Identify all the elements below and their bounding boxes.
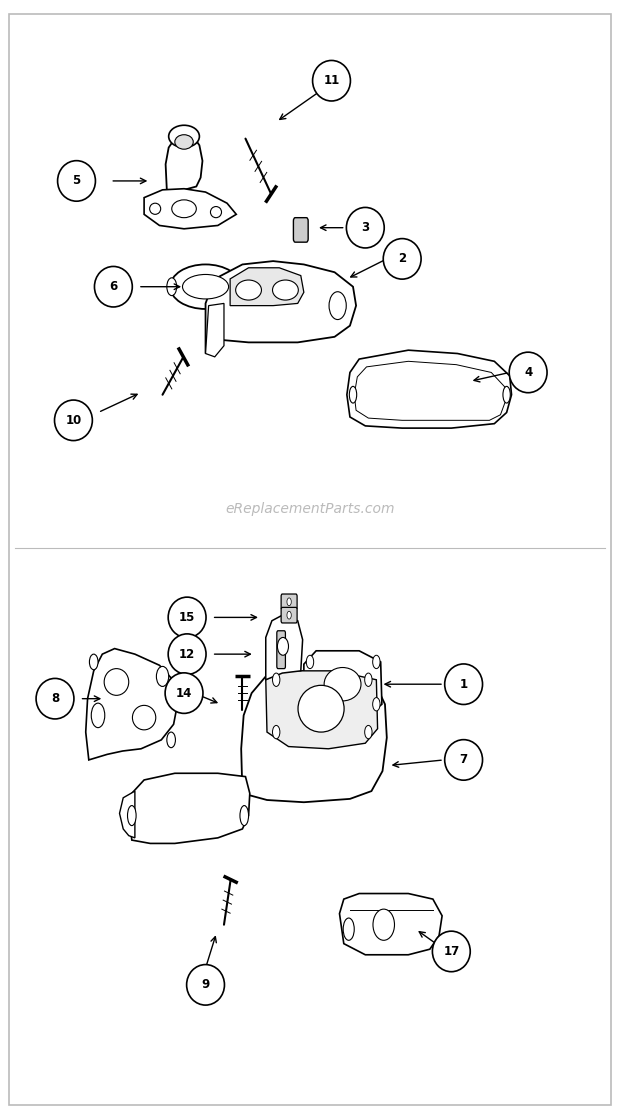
Ellipse shape — [149, 204, 161, 215]
Ellipse shape — [94, 266, 132, 307]
Ellipse shape — [343, 918, 354, 940]
Ellipse shape — [349, 386, 356, 403]
Text: 5: 5 — [73, 175, 81, 187]
Text: 6: 6 — [109, 280, 118, 293]
Ellipse shape — [287, 611, 291, 619]
Polygon shape — [166, 134, 203, 204]
Ellipse shape — [324, 668, 361, 700]
Ellipse shape — [287, 598, 291, 605]
Ellipse shape — [373, 697, 380, 711]
Ellipse shape — [365, 673, 372, 686]
Polygon shape — [86, 649, 178, 760]
Ellipse shape — [445, 664, 482, 705]
Ellipse shape — [182, 274, 229, 299]
Ellipse shape — [167, 732, 175, 747]
Ellipse shape — [91, 703, 105, 727]
Ellipse shape — [373, 909, 394, 940]
Polygon shape — [340, 894, 442, 955]
Ellipse shape — [156, 667, 169, 686]
Ellipse shape — [128, 806, 136, 826]
Ellipse shape — [169, 125, 200, 148]
Ellipse shape — [104, 669, 129, 695]
Ellipse shape — [273, 725, 280, 739]
Polygon shape — [354, 361, 505, 421]
Polygon shape — [129, 773, 250, 844]
Polygon shape — [347, 350, 512, 429]
Ellipse shape — [329, 292, 346, 320]
Ellipse shape — [58, 161, 95, 201]
FancyBboxPatch shape — [277, 631, 285, 669]
Ellipse shape — [503, 386, 510, 403]
Text: 7: 7 — [459, 753, 467, 767]
Text: 1: 1 — [459, 678, 467, 690]
Ellipse shape — [273, 280, 298, 300]
Ellipse shape — [306, 697, 314, 711]
Ellipse shape — [306, 656, 314, 669]
Polygon shape — [120, 791, 135, 838]
Ellipse shape — [277, 638, 288, 656]
Ellipse shape — [273, 673, 280, 686]
Ellipse shape — [167, 278, 177, 295]
Polygon shape — [266, 671, 378, 749]
Text: 17: 17 — [443, 944, 459, 958]
Text: 10: 10 — [65, 414, 82, 426]
Ellipse shape — [240, 806, 249, 826]
Text: 11: 11 — [324, 74, 340, 87]
Ellipse shape — [172, 200, 197, 218]
Ellipse shape — [165, 673, 203, 714]
Polygon shape — [144, 189, 236, 228]
Text: 14: 14 — [176, 687, 192, 699]
Text: 9: 9 — [202, 978, 210, 991]
Ellipse shape — [365, 725, 372, 739]
Ellipse shape — [175, 134, 193, 149]
Text: eReplacementParts.com: eReplacementParts.com — [225, 502, 395, 516]
Ellipse shape — [168, 598, 206, 638]
Text: 12: 12 — [179, 648, 195, 660]
Ellipse shape — [89, 655, 98, 670]
Ellipse shape — [234, 278, 244, 295]
Ellipse shape — [236, 280, 262, 300]
Ellipse shape — [187, 965, 224, 1005]
Text: 4: 4 — [524, 366, 532, 379]
Ellipse shape — [383, 238, 421, 279]
Ellipse shape — [373, 656, 380, 669]
Polygon shape — [266, 615, 303, 679]
Ellipse shape — [509, 352, 547, 393]
FancyBboxPatch shape — [293, 218, 308, 242]
Ellipse shape — [168, 633, 206, 675]
Polygon shape — [304, 651, 382, 715]
Ellipse shape — [432, 931, 470, 971]
Polygon shape — [230, 267, 304, 305]
Polygon shape — [206, 261, 356, 354]
Ellipse shape — [55, 401, 92, 441]
Text: 3: 3 — [361, 222, 370, 234]
Text: 2: 2 — [398, 253, 406, 265]
Ellipse shape — [133, 705, 156, 730]
Ellipse shape — [298, 685, 344, 732]
Ellipse shape — [312, 60, 350, 101]
Ellipse shape — [347, 207, 384, 248]
Text: 8: 8 — [51, 693, 59, 705]
FancyBboxPatch shape — [281, 594, 297, 610]
FancyBboxPatch shape — [281, 608, 297, 623]
Polygon shape — [241, 671, 387, 802]
Ellipse shape — [445, 740, 482, 780]
Ellipse shape — [36, 678, 74, 718]
Ellipse shape — [210, 207, 221, 218]
Polygon shape — [206, 303, 224, 357]
Ellipse shape — [170, 264, 241, 309]
Text: 15: 15 — [179, 611, 195, 624]
